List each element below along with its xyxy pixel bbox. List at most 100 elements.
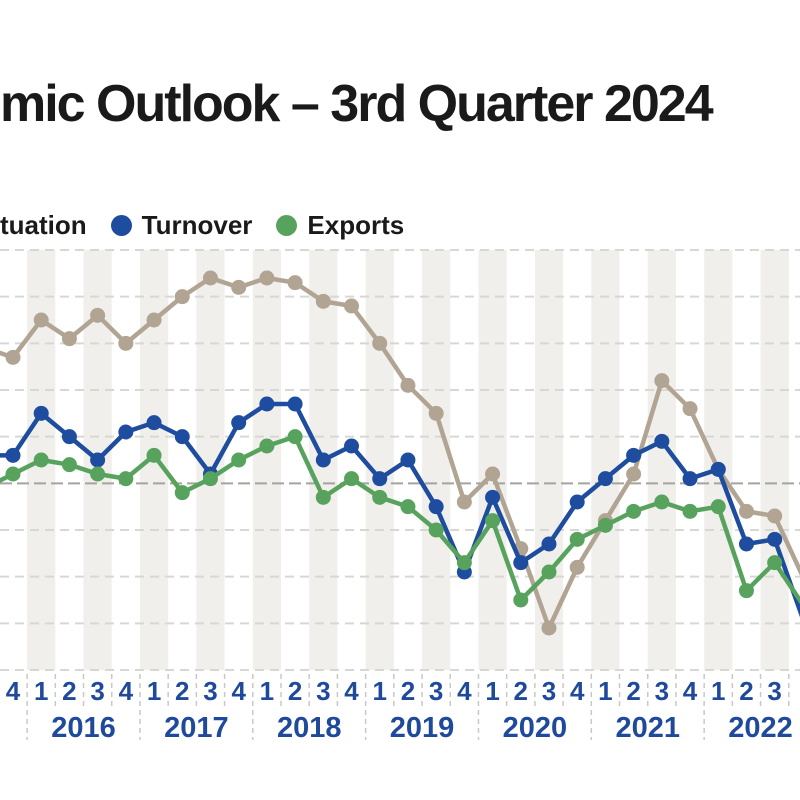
quarter-tick-label: 2 — [62, 676, 76, 706]
series-turnover-point — [626, 447, 642, 463]
quarter-tick-label: 3 — [316, 676, 330, 706]
series-situation-point — [738, 503, 754, 519]
year-label: 2019 — [390, 712, 455, 744]
year-label: 2016 — [51, 712, 116, 744]
quarter-tick-label: 1 — [711, 676, 725, 706]
year-label: 2020 — [503, 712, 568, 744]
series-exports-point — [372, 489, 388, 505]
quarter-tick-label: 1 — [147, 676, 161, 706]
quarter-tick-label: 4 — [231, 676, 246, 706]
series-situation-point — [626, 466, 642, 482]
series-turnover-point — [259, 396, 275, 412]
series-exports-point — [400, 499, 416, 515]
series-turnover-point — [710, 461, 726, 477]
series-turnover-point — [33, 405, 49, 421]
series-exports — [0, 429, 800, 608]
quarter-tick-label: 1 — [598, 676, 612, 706]
series-exports-point — [174, 485, 190, 501]
series-situation-point — [767, 508, 783, 524]
series-exports-point — [231, 452, 247, 468]
page-title: mic Outlook – 3rd Quarter 2024 — [0, 75, 714, 133]
series-exports-point — [597, 517, 613, 533]
series-turnover-point — [513, 555, 529, 571]
series-situation-point — [456, 494, 472, 510]
series-turnover-point — [767, 531, 783, 547]
series-turnover-point — [5, 447, 21, 463]
series-situation-point — [5, 349, 21, 365]
series-turnover-point — [485, 489, 501, 505]
series-situation-line — [0, 275, 800, 631]
legend-item-tuation: tuation — [0, 210, 87, 241]
year-label: 2021 — [615, 712, 680, 744]
series-situation-point — [61, 331, 77, 347]
series-exports-point — [5, 466, 21, 482]
series-situation-point — [428, 405, 444, 421]
quarter-tick-label: 3 — [203, 676, 217, 706]
quarter-tick-label: 2 — [175, 676, 189, 706]
series-situation-point — [541, 620, 557, 636]
quarter-bands — [27, 250, 789, 670]
series-turnover-point — [315, 452, 331, 468]
x-axis-year-labels: 2016 2017 2018 2019 2020 2021 2022 — [51, 712, 793, 744]
legend-dot-turnover — [110, 215, 132, 236]
series-situation-point — [90, 307, 106, 323]
series-situation-point — [344, 298, 360, 314]
series-situation-point — [315, 293, 331, 309]
quarter-tick-label: 1 — [260, 676, 274, 706]
series-exports-point — [738, 583, 754, 599]
quarter-tick-label: 4 — [6, 676, 21, 706]
series-turnover-point — [90, 452, 106, 468]
series-exports-point — [202, 471, 218, 487]
quarter-tick-label: 1 — [372, 676, 386, 706]
series-situation-point — [569, 559, 585, 575]
series-exports-point — [146, 447, 162, 463]
series-situation-point — [33, 312, 49, 328]
quarter-tick-label: 3 — [429, 676, 443, 706]
series-situation-point — [202, 270, 218, 286]
quarter-tick-label: 3 — [90, 676, 104, 706]
series-exports-point — [626, 503, 642, 519]
series-exports-point — [61, 457, 77, 473]
quarter-tick-label: 1 — [34, 676, 48, 706]
quarter-tick-label: 4 — [457, 676, 472, 706]
series-turnover-point — [231, 415, 247, 431]
series-turnover-point — [174, 429, 190, 445]
series-exports-point — [428, 522, 444, 538]
axis-separators — [26, 674, 790, 740]
series-turnover-point — [428, 499, 444, 515]
series-turnover-point — [146, 415, 162, 431]
series-turnover-point — [372, 471, 388, 487]
series-turnover-point — [541, 536, 557, 552]
series-turnover-point — [61, 429, 77, 445]
series-situation-point — [231, 279, 247, 295]
series-exports-point — [569, 531, 585, 547]
series-exports-point — [485, 513, 501, 529]
series-exports-point — [315, 489, 331, 505]
series-situation-point — [400, 377, 416, 393]
series-exports-point — [287, 429, 303, 445]
legend-item-exports: Exports — [276, 210, 404, 241]
series-turnover-point — [569, 494, 585, 510]
quarter-tick-label: 2 — [401, 676, 415, 706]
quarter-tick-label: 4 — [119, 676, 134, 706]
quarter-tick-label: 2 — [288, 676, 302, 706]
quarter-tick-label: 4 — [683, 676, 698, 706]
series-exports-point — [259, 438, 275, 454]
legend: tuation Turnover Exports — [0, 210, 404, 241]
quarter-tick-label: 3 — [542, 676, 556, 706]
series-exports-point — [710, 499, 726, 515]
quarter-tick-label: 2 — [626, 676, 640, 706]
series-exports-point — [654, 494, 670, 510]
series-turnover — [0, 396, 800, 618]
series-situation-point — [682, 401, 698, 417]
series-situation — [0, 270, 800, 636]
series-situation-point — [146, 312, 162, 328]
quarter-tick-label: 2 — [739, 676, 753, 706]
series-exports-point — [513, 592, 529, 608]
series-exports-point — [767, 555, 783, 571]
series-exports-point — [682, 503, 698, 519]
year-label: 2018 — [277, 712, 342, 744]
series-situation-point — [372, 335, 388, 351]
